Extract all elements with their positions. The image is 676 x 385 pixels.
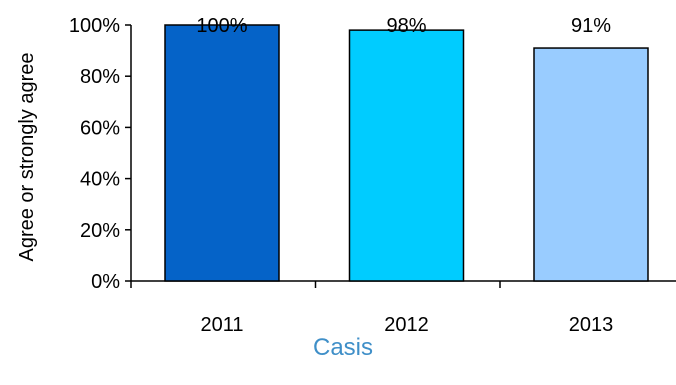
- data-labels: 100% 98% 91%: [196, 15, 611, 37]
- x-tick-label: 2013: [569, 314, 614, 336]
- bar-2012: [348, 29, 465, 282]
- y-tick-label: 80%: [80, 66, 120, 88]
- y-tick-label: 20%: [80, 220, 120, 242]
- y-tick-label: 100%: [69, 15, 120, 37]
- data-label-2011: 100%: [196, 15, 247, 37]
- x-tick-label: 2012: [384, 314, 429, 336]
- x-axis: 2011 2012 2013: [130, 280, 676, 336]
- bars: [164, 24, 649, 282]
- y-axis: 0% 20% 40% 60% 80% 100%: [69, 15, 132, 293]
- y-axis-title: Agree or strongly agree: [16, 52, 38, 261]
- bar-2011: [164, 24, 280, 282]
- bar-2013: [533, 47, 649, 282]
- y-tick-label: 40%: [80, 169, 120, 191]
- data-label-2013: 91%: [571, 15, 611, 37]
- x-axis-title: Casis: [313, 334, 373, 361]
- y-tick-label: 60%: [80, 117, 120, 139]
- x-tick-label: 2011: [200, 314, 243, 336]
- data-label-2012: 98%: [386, 15, 426, 37]
- y-tick-label: 0%: [91, 271, 120, 293]
